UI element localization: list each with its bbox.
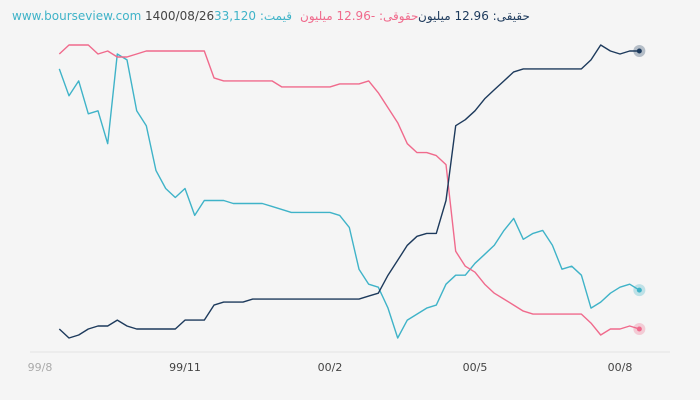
series-line <box>58 53 640 339</box>
x-tick-label: 00/5 <box>463 361 488 374</box>
x-tick-label: 99/8 <box>28 361 53 374</box>
end-dot <box>636 287 642 293</box>
date-label: 1400/08/26 <box>145 9 215 23</box>
legend-entry: حقیقی: 12.96 میلیون <box>418 9 530 23</box>
x-tick-label: 00/8 <box>608 361 633 374</box>
source-link[interactable]: www.bourseview.com <box>12 9 142 23</box>
end-dot <box>636 326 642 332</box>
legend-entry: قیمت: 33,120 <box>214 9 292 23</box>
series-line <box>58 44 640 339</box>
series-line <box>58 44 640 336</box>
end-dot <box>636 48 642 54</box>
x-tick-label: 99/11 <box>169 361 201 374</box>
x-tick-label: 00/2 <box>318 361 343 374</box>
legend-entry: حقوقی: -12.96 میلیون <box>300 9 419 23</box>
